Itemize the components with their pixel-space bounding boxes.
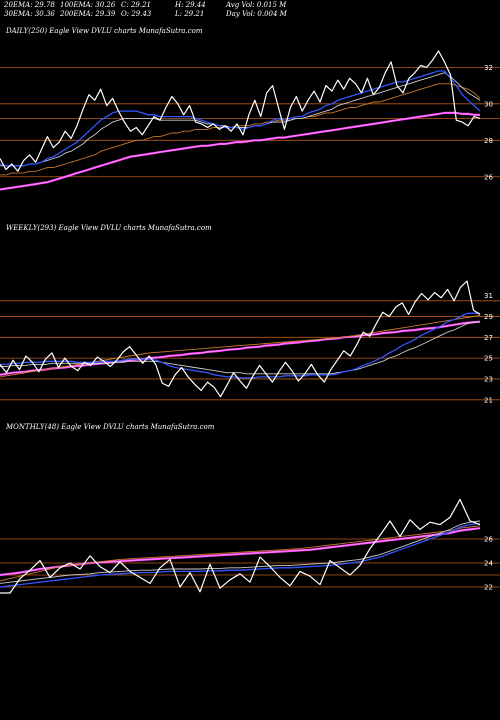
monthly-tick-label: 22 — [484, 584, 493, 592]
daily-chart-title: DAILY(250) Eagle View DVLU charts Munafa… — [6, 27, 203, 35]
monthly-ema30-line — [0, 520, 481, 584]
daily-ema100-line — [0, 83, 481, 176]
weekly-chart: 21 23 25 27 29 31 — [0, 280, 500, 404]
header-high: H: 29.44 — [175, 1, 206, 9]
daily-price-line — [0, 50, 481, 172]
monthly-chart: 22 24 26 — [0, 498, 500, 594]
daily-ema200-highlight — [0, 112, 481, 190]
daily-ema200-line — [0, 111, 481, 191]
header-low: L: 29.21 — [175, 10, 205, 18]
daily-tick-label: 28 — [484, 137, 493, 145]
header-100ema: 100EMA: 30.26 — [60, 1, 116, 9]
header-avg-vol: Avg Vol: 0.015 M — [226, 1, 287, 9]
weekly-tick-label: 21 — [484, 396, 493, 404]
header-day-vol: Day Vol: 0.004 M — [226, 10, 287, 18]
header-close: C: 29.21 — [121, 1, 151, 9]
header-open: O: 29.43 — [121, 10, 152, 18]
weekly-chart-title: WEEKLY(293) Eagle View DVLU charts Munaf… — [6, 224, 212, 232]
weekly-tick-label: 25 — [484, 355, 493, 363]
daily-chart: 26 28 30 32 — [0, 50, 500, 191]
monthly-tick-label: 24 — [484, 560, 493, 568]
daily-tick-label: 32 — [484, 64, 493, 72]
daily-tick-label: 26 — [484, 173, 493, 181]
header-30ema: 30EMA: 30.36 — [4, 10, 55, 18]
weekly-tick-label: 29 — [484, 313, 493, 321]
monthly-tick-label: 26 — [484, 536, 493, 544]
header-20ema: 20EMA: 29.78 — [4, 1, 55, 9]
weekly-ema20-line — [0, 312, 480, 379]
weekly-ema30-line — [0, 321, 481, 375]
weekly-tick-label: 27 — [484, 334, 493, 342]
monthly-price-line — [0, 498, 481, 594]
header-200ema: 200EMA: 29.39 — [60, 10, 116, 18]
daily-ema30-line — [0, 72, 481, 167]
weekly-price-line — [0, 280, 481, 398]
weekly-tick-label: 23 — [484, 375, 493, 383]
daily-tick-label: 30 — [484, 100, 493, 108]
weekly-tick-label: 31 — [484, 292, 493, 300]
monthly-ema20-line — [0, 522, 481, 588]
monthly-chart-title: MONTHLY(48) Eagle View DVLU charts Munaf… — [6, 423, 215, 431]
weekly-ema100-line — [0, 314, 481, 378]
weekly-ema200-highlight — [0, 321, 481, 376]
